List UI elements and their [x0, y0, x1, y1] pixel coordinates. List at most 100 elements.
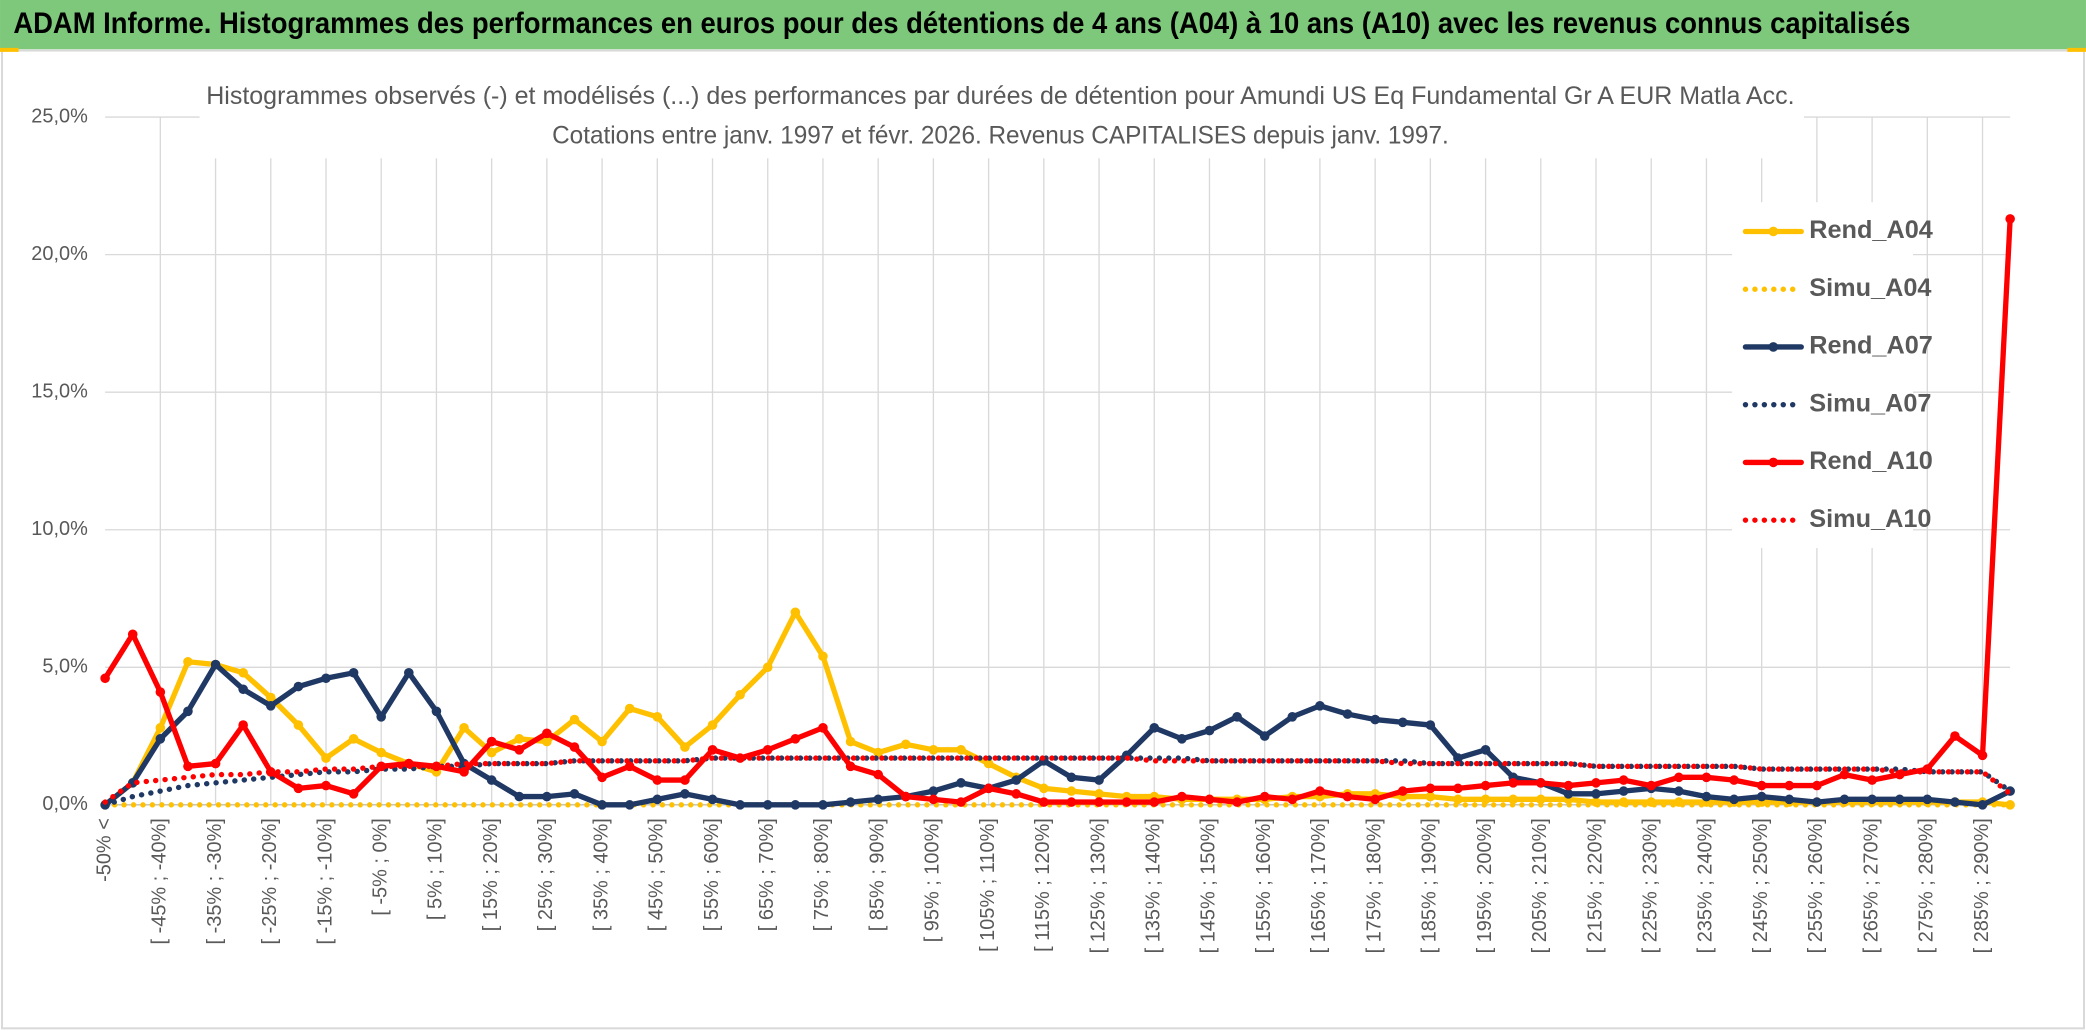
x-tick-label: [ 255% ; 260%]: [1805, 818, 1827, 953]
legend-label: Rend_A04: [1809, 216, 1933, 244]
x-tick-label: [ 275% ; 280%]: [1916, 818, 1938, 953]
data-point: [845, 736, 856, 747]
data-point: [486, 775, 497, 785]
x-tick-label: [ 145% ; 150%]: [1198, 818, 1220, 953]
data-point: [845, 761, 856, 772]
data-point: [1453, 783, 1463, 794]
data-point: [680, 775, 690, 785]
observed-line: [102, 661, 2013, 808]
x-tick-label: [ 95% ; 100%]: [922, 818, 944, 942]
data-point: [1867, 775, 1877, 785]
data-point: [790, 734, 801, 744]
data-point: [1425, 720, 1436, 730]
data-point: [238, 720, 248, 730]
data-point: [652, 775, 663, 785]
data-point: [569, 742, 580, 752]
data-point: [183, 761, 193, 772]
data-point: [1950, 731, 1960, 741]
header-banner: [0, 0, 2086, 50]
data-point: [983, 783, 994, 794]
data-point: [1315, 701, 1325, 711]
data-point: [1094, 775, 1104, 785]
data-point: [1425, 791, 1436, 802]
data-point: [762, 662, 773, 673]
y-tick-label: 25,0%: [31, 105, 88, 127]
data-point: [1839, 794, 1850, 805]
data-point: [348, 789, 359, 799]
data-point: [183, 656, 193, 667]
data-point: [1370, 794, 1380, 805]
x-tick-label: [ 15% ; 20%]: [480, 818, 502, 931]
data-point: [1149, 797, 1160, 807]
data-point: [1839, 769, 1850, 780]
data-point: [845, 797, 856, 807]
x-tick-label: [ 105% ; 110%]: [977, 818, 999, 952]
x-tick-label: [ 125% ; 130%]: [1087, 818, 1109, 953]
data-point: [735, 800, 745, 810]
data-point: [321, 673, 331, 684]
data-point: [569, 789, 580, 799]
data-point: [293, 681, 304, 692]
data-point: [514, 734, 525, 744]
data-point: [1646, 780, 1657, 791]
data-point: [486, 736, 497, 747]
model-line: [102, 755, 2013, 805]
x-tick-label: [ 45% ; 50%]: [646, 818, 668, 931]
data-point: [597, 772, 607, 783]
data-point: [1480, 794, 1491, 805]
data-point: [1259, 731, 1270, 741]
data-point: [762, 745, 773, 755]
data-point: [1591, 778, 1601, 788]
data-point: [1453, 753, 1463, 763]
data-point: [1729, 794, 1739, 805]
data-point: [707, 745, 718, 755]
data-point: [1259, 791, 1270, 802]
data-point: [900, 739, 911, 750]
data-point: [1011, 775, 1022, 785]
data-point: [1508, 778, 1518, 788]
x-tick-label: [ 135% ; 140%]: [1143, 818, 1165, 953]
data-point: [597, 800, 607, 810]
data-point: [1894, 794, 1905, 805]
x-tick-label: [ 25% ; 30%]: [535, 818, 557, 931]
data-point: [1342, 791, 1353, 802]
data-point: [486, 747, 497, 758]
x-tick-label: [ 75% ; 80%]: [811, 818, 833, 931]
data-point: [1756, 791, 1767, 802]
data-point: [183, 706, 193, 717]
data-point: [1342, 709, 1353, 719]
data-point: [1563, 789, 1574, 799]
data-point: [1039, 797, 1049, 807]
data-point: [1508, 794, 1518, 805]
legend-label: Simu_A10: [1809, 505, 1931, 533]
data-point: [790, 800, 801, 810]
data-point: [459, 767, 469, 777]
data-point: [431, 706, 442, 717]
corner-mark: [2067, 47, 2086, 52]
data-point: [1977, 800, 1988, 810]
data-point: [1370, 714, 1380, 725]
data-point: [569, 714, 580, 725]
data-point: [1812, 797, 1822, 807]
data-point: [1784, 794, 1795, 805]
x-tick-label: [ 265% ; 270%]: [1860, 818, 1882, 953]
data-point: [928, 794, 939, 805]
x-tick-label: [ -15% ; -10%]: [314, 818, 336, 944]
data-point: [1232, 712, 1242, 722]
x-tick-label: [ -35% ; -30%]: [204, 818, 226, 944]
data-point: [542, 728, 552, 739]
data-point: [2005, 214, 2015, 224]
legend: Rend_A04 Simu_A04 Rend_A07 Simu_A07 Rend_A10…: [1732, 202, 1933, 549]
data-point: [790, 607, 801, 618]
data-point: [1812, 780, 1822, 791]
data-point: [1066, 786, 1077, 796]
data-point: [542, 791, 552, 802]
data-point: [900, 791, 911, 802]
observed-line: [102, 216, 2013, 805]
x-tick-label: [ 215% ; 220%]: [1584, 818, 1606, 953]
data-point: [735, 690, 745, 700]
data-point: [1950, 797, 1960, 807]
data-point: [1232, 797, 1242, 807]
data-point: [983, 758, 994, 769]
x-tick-label: -50% <: [93, 818, 115, 882]
